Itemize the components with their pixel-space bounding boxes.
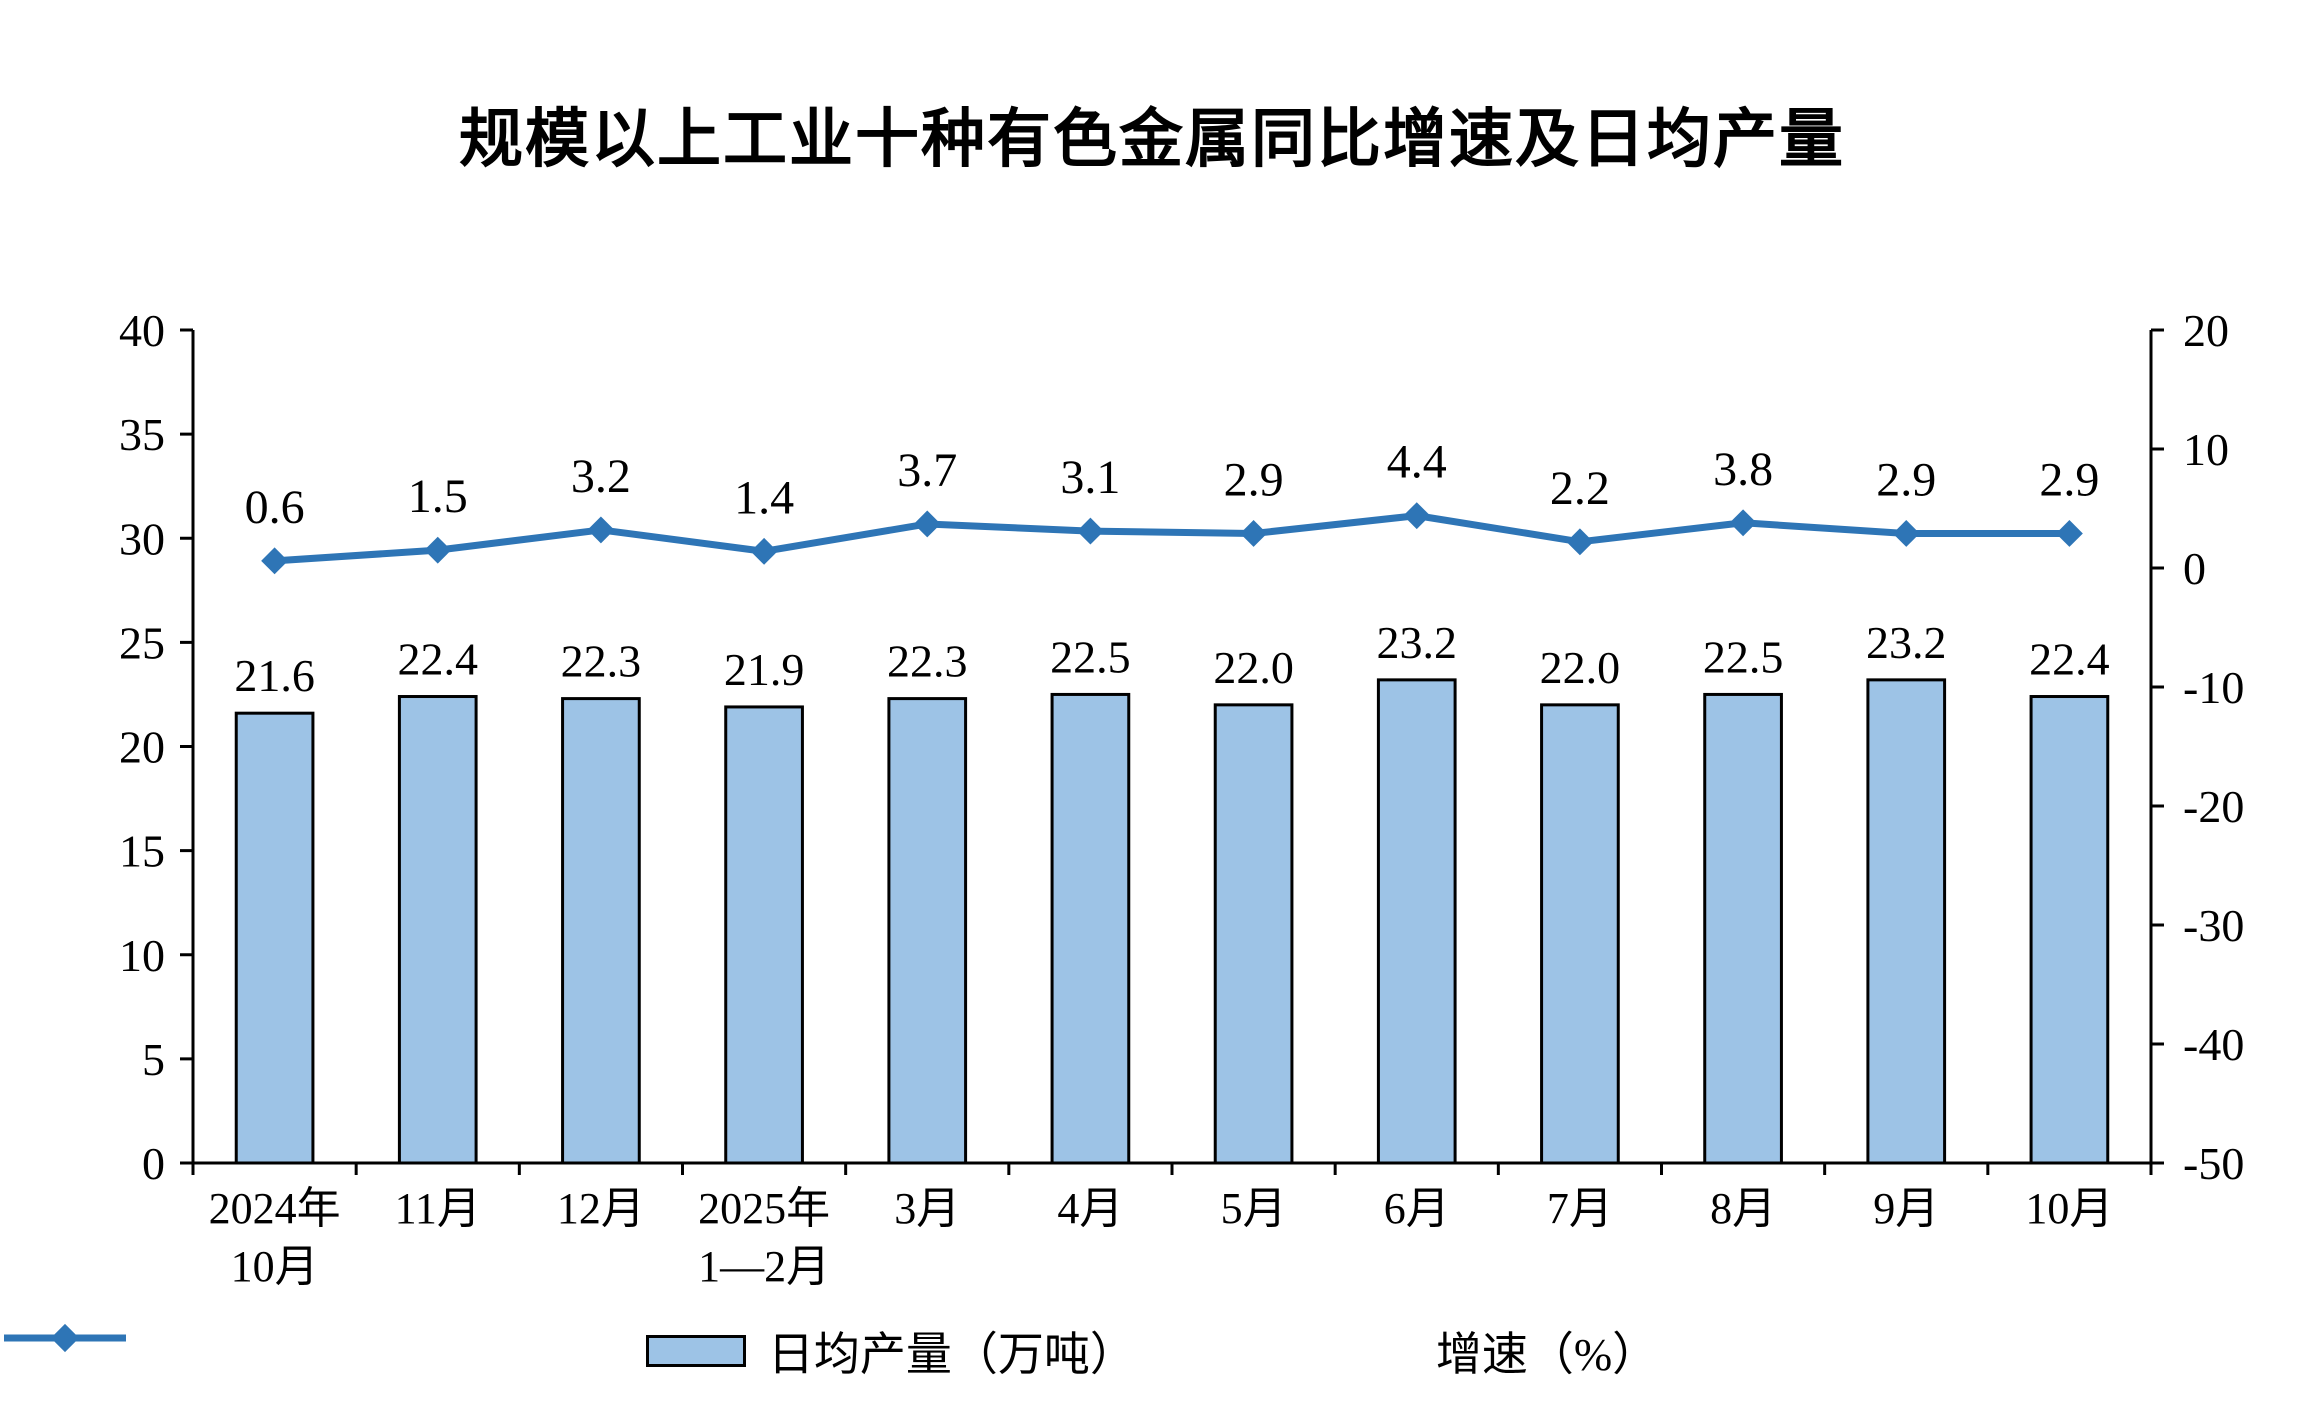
svg-text:2.9: 2.9 bbox=[1224, 453, 1284, 506]
bar bbox=[724, 705, 804, 1165]
svg-text:25: 25 bbox=[119, 617, 165, 668]
growth-rate-line: 0.6 1.5 3.2 1.4 3.7 3.1 2.9 4.4 2.2 3.8 2.9 2.9 bbox=[245, 436, 2099, 575]
bar bbox=[1703, 692, 1783, 1165]
line-legend-marker bbox=[4, 1323, 126, 1353]
x-axis-ticks bbox=[191, 1163, 2153, 1175]
svg-text:1.5: 1.5 bbox=[408, 470, 468, 523]
bar-legend-swatch bbox=[645, 1335, 746, 1367]
svg-text:3月: 3月 bbox=[894, 1184, 960, 1233]
svg-text:20: 20 bbox=[2183, 305, 2229, 356]
svg-text:22.4: 22.4 bbox=[398, 634, 479, 685]
svg-text:0.6: 0.6 bbox=[245, 481, 305, 534]
svg-text:3.7: 3.7 bbox=[897, 444, 957, 497]
line-marker bbox=[750, 537, 778, 565]
daily-output-bars: 21.6 22.4 22.3 21.9 22.3 22.5 22.0 23.2 22.0 22.5… bbox=[234, 617, 2110, 1165]
svg-text:22.4: 22.4 bbox=[2029, 634, 2110, 685]
svg-text:9月: 9月 bbox=[1873, 1184, 1939, 1233]
svg-text:3.2: 3.2 bbox=[571, 450, 631, 503]
legend-item-daily-output: 日均产量（万吨） bbox=[645, 1318, 1136, 1384]
line-marker bbox=[913, 510, 941, 538]
bar bbox=[1050, 692, 1131, 1165]
legend-item-growth-rate: 增速（%） bbox=[4, 1318, 1659, 1384]
svg-text:23.2: 23.2 bbox=[1377, 617, 1458, 668]
line-marker bbox=[1076, 517, 1104, 545]
svg-text:4.4: 4.4 bbox=[1387, 436, 1447, 489]
bar bbox=[397, 695, 478, 1165]
svg-text:23.2: 23.2 bbox=[1866, 617, 1947, 668]
svg-text:22.0: 22.0 bbox=[1540, 642, 1621, 693]
bar bbox=[1540, 703, 1620, 1165]
svg-text:21.9: 21.9 bbox=[724, 644, 805, 695]
svg-text:8月: 8月 bbox=[1710, 1184, 1776, 1233]
svg-text:2024年: 2024年 bbox=[209, 1184, 341, 1233]
svg-text:30: 30 bbox=[119, 513, 165, 564]
svg-text:6月: 6月 bbox=[1384, 1184, 1450, 1233]
line-legend-label: 增速（%） bbox=[1435, 1329, 1659, 1380]
svg-text:5: 5 bbox=[142, 1034, 165, 1085]
svg-text:12月: 12月 bbox=[557, 1184, 645, 1233]
svg-text:1—2月: 1—2月 bbox=[698, 1242, 830, 1291]
bar-legend-label: 日均产量（万吨） bbox=[767, 1329, 1136, 1380]
line-marker bbox=[1566, 528, 1594, 556]
svg-text:11月: 11月 bbox=[395, 1184, 481, 1233]
svg-text:2.9: 2.9 bbox=[1876, 453, 1936, 506]
bar bbox=[561, 697, 641, 1165]
line-marker bbox=[1729, 509, 1757, 537]
line-marker bbox=[1403, 502, 1431, 530]
svg-text:0: 0 bbox=[142, 1138, 165, 1189]
svg-text:10: 10 bbox=[119, 930, 165, 981]
left-axis-labels: 0 5 10 15 20 25 30 35 40 bbox=[119, 305, 193, 1189]
svg-text:-30: -30 bbox=[2183, 900, 2244, 951]
svg-text:40: 40 bbox=[119, 305, 165, 356]
svg-text:22.5: 22.5 bbox=[1703, 631, 1784, 682]
right-axis-labels: -50 -40 -30 -20 -10 0 10 20 bbox=[2151, 305, 2244, 1189]
line-marker bbox=[587, 516, 615, 544]
svg-text:21.6: 21.6 bbox=[234, 650, 315, 701]
svg-text:22.3: 22.3 bbox=[561, 636, 642, 687]
svg-text:3.1: 3.1 bbox=[1060, 451, 1120, 504]
svg-text:22.5: 22.5 bbox=[1050, 631, 1131, 682]
svg-text:22.0: 22.0 bbox=[1213, 642, 1294, 693]
line-marker bbox=[1892, 520, 1920, 547]
bar bbox=[1376, 678, 1457, 1165]
bar bbox=[1213, 703, 1294, 1165]
svg-text:15: 15 bbox=[119, 826, 165, 877]
line-marker bbox=[2055, 520, 2083, 547]
chart-legend: 日均产量（万吨） 增速（%） bbox=[0, 1318, 2304, 1384]
svg-text:22.3: 22.3 bbox=[887, 636, 968, 687]
chart-title: 规模以上工业十种有色金属同比增速及日均产量 bbox=[459, 104, 1845, 175]
bar bbox=[1866, 678, 1947, 1165]
svg-text:10: 10 bbox=[2183, 424, 2229, 475]
svg-text:20: 20 bbox=[119, 722, 165, 773]
svg-text:3.8: 3.8 bbox=[1713, 443, 1773, 496]
svg-text:5月: 5月 bbox=[1221, 1184, 1287, 1233]
svg-text:-10: -10 bbox=[2183, 662, 2244, 713]
svg-text:2.2: 2.2 bbox=[1550, 462, 1610, 515]
svg-text:-50: -50 bbox=[2183, 1138, 2244, 1189]
svg-text:10月: 10月 bbox=[231, 1242, 319, 1291]
axes bbox=[191, 330, 2153, 1165]
svg-text:7月: 7月 bbox=[1547, 1184, 1613, 1233]
svg-text:2.9: 2.9 bbox=[2039, 453, 2099, 506]
svg-text:4月: 4月 bbox=[1057, 1184, 1123, 1233]
line-marker bbox=[424, 536, 452, 564]
svg-text:-20: -20 bbox=[2183, 781, 2244, 832]
svg-text:1.4: 1.4 bbox=[734, 471, 794, 524]
svg-text:10月: 10月 bbox=[2025, 1184, 2113, 1233]
x-axis-category-labels: 2024年 10月 11月 12月 2025年 1—2月 3月 4月 5月 6月 7月 8月 9月 10月 bbox=[209, 1184, 2114, 1291]
svg-text:-40: -40 bbox=[2183, 1019, 2244, 1070]
svg-text:35: 35 bbox=[119, 409, 165, 460]
bar bbox=[234, 711, 315, 1165]
line-marker bbox=[261, 547, 289, 575]
svg-text:2025年: 2025年 bbox=[698, 1184, 830, 1233]
bar bbox=[2029, 695, 2110, 1165]
svg-text:0: 0 bbox=[2183, 543, 2206, 594]
line-marker bbox=[1240, 520, 1268, 547]
bar bbox=[887, 697, 968, 1165]
